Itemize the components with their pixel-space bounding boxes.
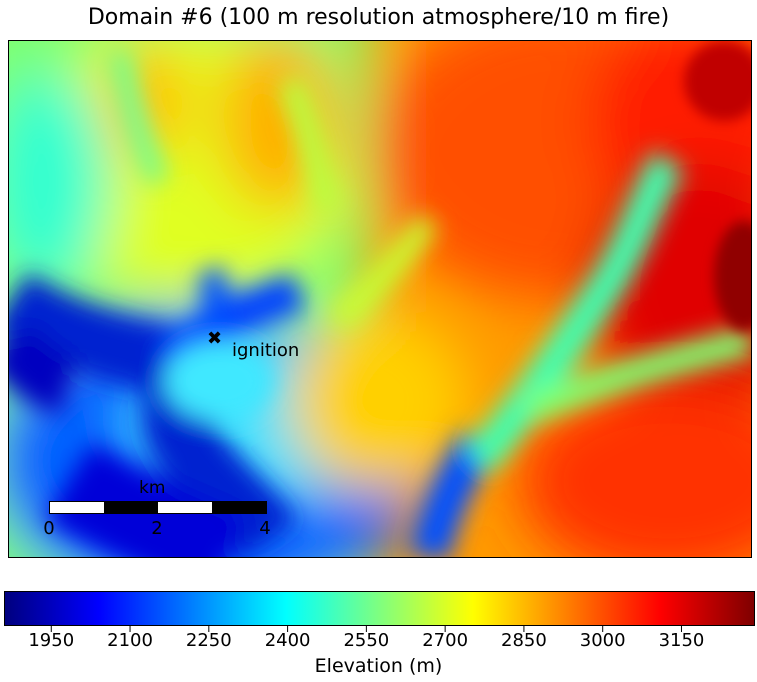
elevation-map: ✖ ignition km 0 2 4: [8, 40, 752, 558]
ignition-label: ignition: [232, 340, 300, 361]
scalebar-tick-label: 4: [259, 518, 271, 539]
colorbar-tick-label: 3000: [579, 630, 626, 651]
map-title: Domain #6 (100 m resolution atmosphere/1…: [87, 5, 670, 30]
colorbar-tick-label: 2850: [501, 630, 547, 651]
elevation-colorbar: [4, 591, 755, 626]
colorbar-title: Elevation (m): [314, 655, 443, 677]
colorbar-tick-label: 2400: [264, 630, 311, 651]
scalebar-tick-label: 2: [151, 518, 163, 539]
scalebar-segment: [158, 502, 212, 513]
ignition-marker-icon: ✖: [207, 328, 223, 349]
colorbar-tick-label: 1950: [28, 630, 75, 651]
scalebar: [49, 501, 267, 514]
colorbar-tick-label: 2100: [107, 630, 153, 651]
scalebar-segment: [212, 502, 266, 513]
scalebar-segment: [50, 502, 104, 513]
colorbar-tick-label: 2550: [343, 630, 390, 651]
scalebar-segment: [104, 502, 158, 513]
colorbar-tick-label: 2250: [185, 630, 232, 651]
scalebar-tick-label: 0: [43, 518, 55, 539]
elevation-raster: [9, 41, 751, 557]
colorbar-tick-label: 2700: [422, 630, 469, 651]
scalebar-unit-label: km: [139, 478, 166, 498]
colorbar-tick-label: 3150: [658, 630, 705, 651]
colorbar-ticks: [50, 626, 682, 632]
